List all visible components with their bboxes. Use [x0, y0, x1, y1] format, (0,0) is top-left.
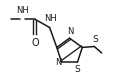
Text: O: O — [31, 38, 38, 48]
Text: N: N — [54, 58, 61, 67]
Text: S: S — [74, 65, 80, 74]
Text: S: S — [91, 35, 97, 44]
Text: NH: NH — [16, 6, 28, 15]
Text: NH: NH — [44, 14, 56, 23]
Text: N: N — [66, 27, 73, 36]
